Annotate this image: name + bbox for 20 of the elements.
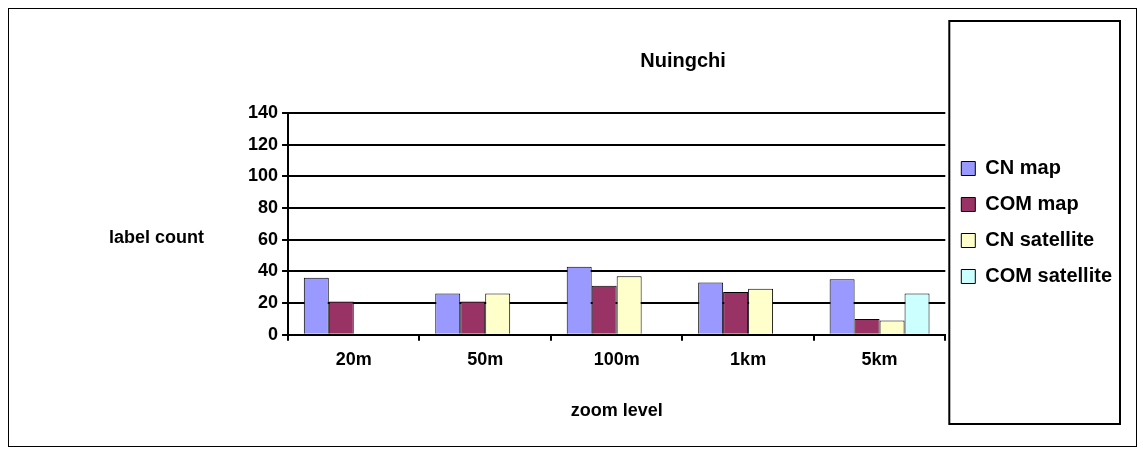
y-tick-label: 20 [258, 292, 279, 313]
legend-label: CN map [985, 156, 1061, 179]
x-tick-label: 100m [593, 348, 640, 369]
legend-label: COM satellite [985, 264, 1112, 287]
y-tick-label: 40 [258, 260, 279, 281]
x-tick-label: 1km [730, 348, 767, 369]
y-tick-label: 60 [258, 228, 279, 249]
y-tick-label: 100 [247, 165, 279, 186]
y-tick-label: 120 [247, 133, 279, 154]
legend-label: CN satellite [985, 228, 1095, 251]
chart-title: Nuingchi [640, 48, 726, 71]
x-tick-label: 50m [467, 348, 504, 369]
y-axis-title: label count [109, 227, 205, 248]
x-tick-label: 20m [335, 348, 372, 369]
y-tick-label: 140 [247, 101, 279, 122]
y-tick-label: 80 [258, 197, 279, 218]
x-axis-title: zoom level [570, 400, 663, 421]
legend-label: COM map [985, 192, 1079, 215]
x-tick-label: 5km [861, 348, 898, 369]
y-tick-label: 0 [268, 323, 279, 344]
